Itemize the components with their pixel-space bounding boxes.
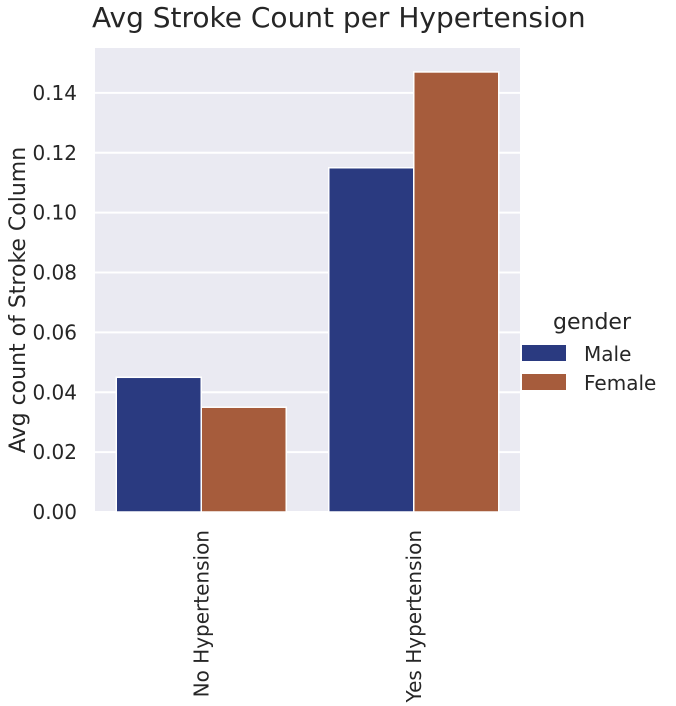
bar-male-1 xyxy=(115,376,202,513)
x-tick-labels: No Hypertension Yes Hypertension xyxy=(189,530,426,703)
y-tick-label: 0.04 xyxy=(32,380,77,404)
bars xyxy=(115,71,500,513)
y-tick-label: 0.02 xyxy=(32,440,77,464)
y-axis-label: Avg count of Stroke Column xyxy=(6,147,31,453)
legend-label-male: Male xyxy=(584,342,631,366)
legend-swatch-female xyxy=(522,374,566,390)
legend: gender Male Female xyxy=(522,310,656,395)
x-tick-label: Yes Hypertension xyxy=(402,530,426,703)
bar-female-2 xyxy=(413,71,500,513)
y-tick-labels: 0.00 0.02 0.04 0.06 0.08 0.10 0.12 0.14 xyxy=(32,81,77,524)
bar-female-1 xyxy=(200,406,287,513)
legend-title: gender xyxy=(553,310,632,335)
y-tick-label: 0.06 xyxy=(32,320,77,344)
y-tick-label: 0.14 xyxy=(32,81,77,105)
bar-male-2 xyxy=(328,166,415,513)
chart-title: Avg Stroke Count per Hypertension xyxy=(92,1,586,34)
y-tick-label: 0.10 xyxy=(32,201,77,225)
y-tick-label: 0.12 xyxy=(32,141,77,165)
y-tick-label: 0.08 xyxy=(32,261,77,285)
legend-label-female: Female xyxy=(584,371,656,395)
legend-swatch-male xyxy=(522,345,566,361)
x-tick-label: No Hypertension xyxy=(189,530,213,697)
y-tick-label: 0.00 xyxy=(32,500,77,524)
